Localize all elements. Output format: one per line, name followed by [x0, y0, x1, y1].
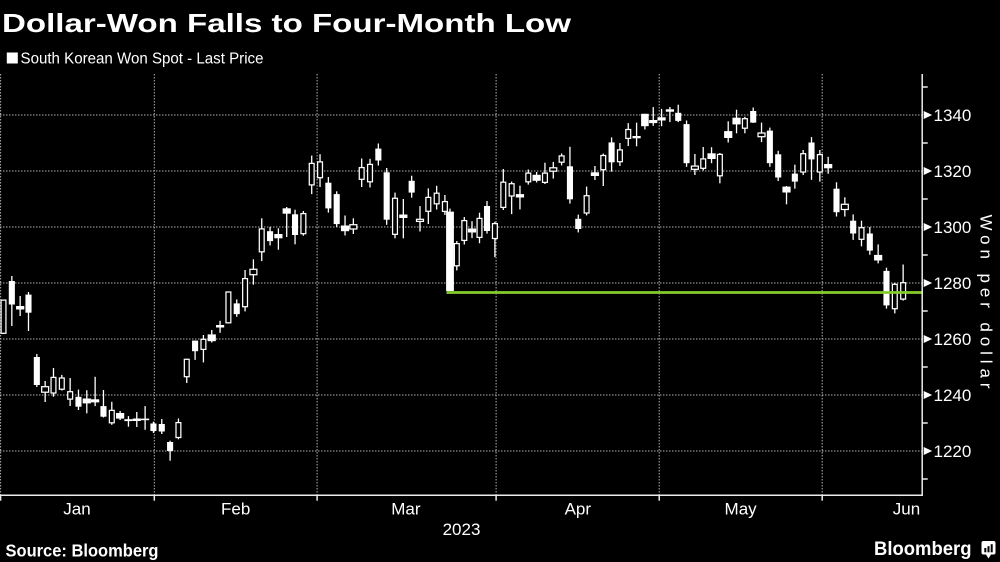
svg-text:Mar: Mar — [391, 500, 421, 519]
svg-text:South Korean Won Spot - Last P: South Korean Won Spot - Last Price — [21, 51, 264, 68]
svg-text:1240: 1240 — [934, 386, 972, 405]
svg-text:Feb: Feb — [221, 500, 250, 519]
svg-text:Source: Bloomberg: Source: Bloomberg — [6, 541, 159, 561]
svg-text:1300: 1300 — [934, 218, 972, 237]
svg-text:2023: 2023 — [443, 520, 481, 539]
svg-text:Bloomberg: Bloomberg — [874, 539, 972, 560]
svg-text:1280: 1280 — [934, 274, 972, 293]
svg-text:Dollar-Won Falls to Four-Month: Dollar-Won Falls to Four-Month Low — [2, 8, 572, 38]
svg-text:Apr: Apr — [565, 500, 592, 519]
svg-text:1340: 1340 — [934, 106, 972, 125]
svg-text:1260: 1260 — [934, 330, 972, 349]
svg-text:1220: 1220 — [934, 442, 972, 461]
svg-text:Jun: Jun — [893, 500, 920, 519]
svg-text:Jan: Jan — [63, 500, 90, 519]
svg-text:Won per dollar: Won per dollar — [977, 215, 996, 389]
svg-text:1320: 1320 — [934, 162, 972, 181]
svg-text:May: May — [725, 500, 758, 519]
